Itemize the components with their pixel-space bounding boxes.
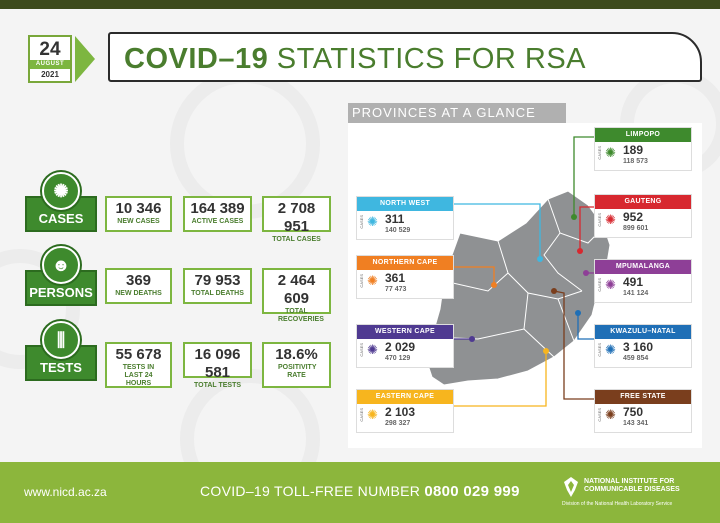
virus-icon: ✺ [42, 172, 80, 210]
province-card-eastern-cape: EASTERN CAPE CASES ✺ 2 103 298 327 [356, 389, 454, 433]
virus-icon: ✺ [367, 342, 378, 357]
nicd-logo-icon [564, 477, 578, 497]
virus-icon: ✺ [367, 407, 378, 422]
stat-total-tests: 16 096 581 TOTAL TESTS [183, 342, 252, 389]
stat-total-recoveries: 2 464 609 TOTAL RECOVERIES [262, 268, 331, 323]
province-card-western-cape: WESTERN CAPE CASES ✺ 2 029 470 129 [356, 324, 454, 368]
date-badge: 24 AUGUST 2021 [28, 35, 72, 83]
province-card-northern-cape: NORTHERN CAPE CASES ✺ 361 77 473 [356, 255, 454, 299]
top-bar [0, 0, 720, 9]
date-day: 24 [39, 39, 61, 60]
arrow-right-icon [75, 36, 95, 82]
website-link[interactable]: www.nicd.ac.za [24, 485, 107, 499]
province-card-limpopo: LIMPOPO CASES ✺ 189 118 573 [594, 127, 692, 171]
test-tubes-icon: ⫼ [42, 321, 80, 359]
stat-total-cases: 2 708 951 TOTAL CASES [262, 196, 331, 243]
title-box: COVID–19 STATISTICS FOR RSA [108, 32, 702, 82]
stat-total-deaths: 79 953 TOTAL DEATHS [183, 268, 252, 304]
hotline: COVID–19 TOLL-FREE NUMBER 0800 029 999 [200, 483, 520, 500]
stat-new-cases: 10 346 NEW CASES [105, 196, 172, 232]
page-title: COVID–19 STATISTICS FOR RSA [124, 43, 587, 75]
virus-icon: ✺ [605, 342, 616, 357]
stat-positivity-rate: 18.6% POSITIVITY RATE [262, 342, 331, 388]
hotline-number: 0800 029 999 [424, 483, 520, 500]
province-card-north-west: NORTH WEST CASES ✺ 311 140 529 [356, 196, 454, 240]
province-card-free-state: FREE STATE CASES ✺ 750 143 341 [594, 389, 692, 433]
stat-active-cases: 164 389 ACTIVE CASES [183, 196, 252, 232]
virus-icon: ✺ [605, 145, 616, 160]
virus-icon: ✺ [367, 273, 378, 288]
date-month: AUGUST [30, 60, 70, 69]
date-year: 2021 [41, 70, 59, 79]
nicd-name: NATIONAL INSTITUTE FOR COMMUNICABLE DISEA… [584, 478, 680, 493]
province-card-gauteng: GAUTENG CASES ✺ 952 899 601 [594, 194, 692, 238]
nicd-subtitle: Division of the National Health Laborato… [562, 501, 673, 507]
stat-tests-24h: 55 678 TESTS IN LAST 24 HOURS [105, 342, 172, 388]
stat-new-deaths: 369 NEW DEATHS [105, 268, 172, 304]
virus-icon: ✺ [605, 212, 616, 227]
south-africa-map [425, 136, 611, 407]
people-icon: ☻ [42, 246, 80, 284]
provinces-heading: PROVINCES AT A GLANCE [348, 103, 566, 123]
province-card-mpumalanga: MPUMALANGA CASES ✺ 491 141 124 [594, 259, 692, 303]
virus-icon: ✺ [605, 407, 616, 422]
virus-icon: ✺ [605, 277, 616, 292]
virus-icon: ✺ [367, 214, 378, 229]
footer: www.nicd.ac.za COVID–19 TOLL-FREE NUMBER… [0, 462, 720, 523]
province-card-kwazulu-natal: KWAZULU–NATAL CASES ✺ 3 160 459 854 [594, 324, 692, 368]
